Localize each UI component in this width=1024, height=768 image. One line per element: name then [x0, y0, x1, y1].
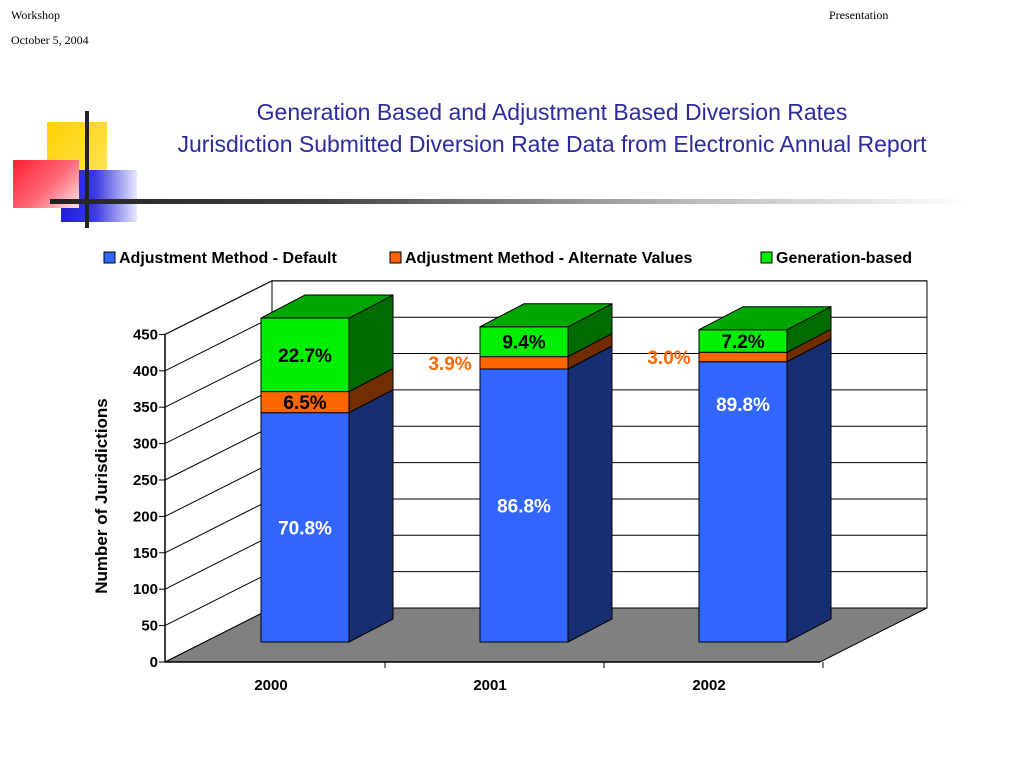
bar-top-face — [260, 294, 394, 319]
gridline-side — [164, 571, 273, 627]
bar-segment-side — [348, 388, 394, 643]
x-category-label: 2000 — [254, 677, 287, 694]
data-label: 3.0% — [647, 348, 690, 369]
gridline-side — [164, 425, 273, 481]
gridline-side — [164, 280, 273, 335]
x-category-label: 2001 — [473, 677, 506, 694]
data-label: 86.8% — [497, 497, 551, 518]
title-line-1: Generation Based and Adjustment Based Di… — [256, 99, 848, 125]
gridline-side — [164, 534, 273, 590]
bar-segment-side — [567, 345, 613, 643]
gridline-side — [164, 498, 273, 554]
bar-segment-front — [698, 351, 788, 363]
y-tick-label: 0 — [150, 654, 158, 671]
bar-segment-front — [260, 412, 350, 643]
legend-swatch — [760, 251, 773, 264]
data-label: 6.5% — [283, 393, 326, 414]
y-tick-label: 400 — [133, 363, 158, 380]
x-category-label: 2002 — [692, 677, 725, 694]
bar-top-face — [479, 303, 613, 328]
y-axis-label: Number of Jurisdictions — [92, 398, 111, 594]
data-label: 70.8% — [278, 518, 332, 539]
y-tick-label: 300 — [133, 436, 158, 453]
legend-label: Adjustment Method - Default — [119, 250, 337, 267]
y-tick-label: 450 — [133, 326, 158, 343]
data-label: 89.8% — [716, 395, 770, 416]
y-tick-label: 350 — [133, 399, 158, 416]
gridline-side — [164, 389, 273, 445]
gridline-side — [164, 353, 273, 408]
bar-segment-front — [698, 361, 788, 643]
bar-segment-front — [479, 368, 569, 643]
data-label: 22.7% — [278, 346, 332, 367]
header-date: October 5, 2004 — [11, 33, 89, 47]
vertical-bar — [85, 111, 89, 228]
y-tick-label: 200 — [133, 508, 158, 525]
legend-swatch — [103, 251, 116, 264]
y-tick-label: 50 — [141, 618, 158, 635]
y-tick-label: 100 — [133, 581, 158, 598]
bar-top-face — [698, 306, 832, 331]
page-title: Generation Based and Adjustment Based Di… — [110, 96, 994, 160]
title-rule — [50, 199, 970, 204]
data-label: 7.2% — [721, 332, 764, 353]
y-tick-label: 150 — [133, 545, 158, 562]
data-label: 9.4% — [502, 333, 545, 354]
legend-label: Adjustment Method - Alternate Values — [405, 250, 693, 267]
bar-segment-front — [479, 326, 569, 358]
y-tick-label: 250 — [133, 472, 158, 489]
gridline-side — [164, 462, 273, 517]
title-line-2: Jurisdiction Submitted Diversion Rate Da… — [177, 131, 927, 157]
bar-segment-side — [786, 337, 832, 643]
legend-swatch — [389, 251, 402, 264]
data-label: 3.9% — [428, 354, 471, 375]
gridline-side — [164, 316, 273, 372]
header-workshop: Workshop — [11, 8, 61, 22]
legend-label: Generation-based — [776, 250, 912, 267]
bar-segment-front — [260, 317, 350, 393]
bar-segment-front — [479, 356, 569, 370]
header-presentation: Presentation — [829, 8, 889, 22]
